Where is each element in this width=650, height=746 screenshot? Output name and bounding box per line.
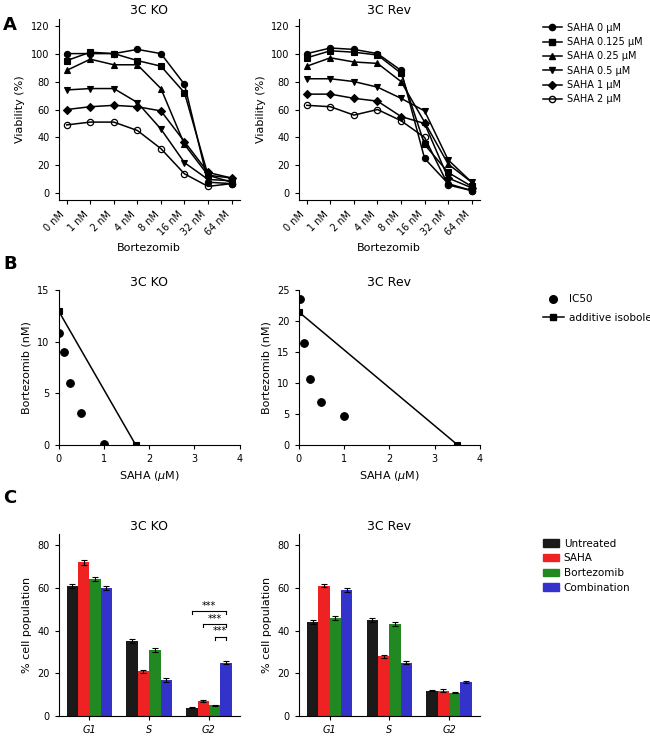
Text: A: A (3, 16, 17, 34)
Title: 3C KO: 3C KO (130, 520, 168, 533)
Bar (449, 692, 460, 716)
Bar (209, 706, 220, 716)
Bar (389, 624, 400, 716)
Bar (341, 590, 352, 716)
Legend: SAHA 0 μM, SAHA 0.125 μM, SAHA 0.25 μM, SAHA 0.5 μM, SAHA 1 μM, SAHA 2 μM: SAHA 0 μM, SAHA 0.125 μM, SAHA 0.25 μM, … (539, 19, 646, 108)
Text: ***: *** (202, 601, 216, 611)
X-axis label: Bortezomib: Bortezomib (117, 243, 181, 254)
Y-axis label: % cell population: % cell population (21, 577, 32, 674)
Bar (198, 701, 209, 716)
X-axis label: SAHA ($\mu$M): SAHA ($\mu$M) (119, 469, 179, 483)
Y-axis label: Viability (%): Viability (%) (255, 75, 265, 143)
Y-axis label: Viability (%): Viability (%) (16, 75, 25, 143)
Bar (127, 642, 138, 716)
Bar (138, 671, 149, 716)
Title: 3C KO: 3C KO (130, 4, 168, 17)
Bar (330, 618, 341, 716)
Title: 3C KO: 3C KO (130, 276, 168, 289)
Bar (460, 682, 472, 716)
Bar (186, 708, 198, 716)
Y-axis label: Bortezomib (nM): Bortezomib (nM) (21, 321, 32, 414)
Text: ***: *** (207, 613, 222, 624)
Y-axis label: Bortezomib (nM): Bortezomib (nM) (261, 321, 272, 414)
Title: 3C Rev: 3C Rev (367, 276, 411, 289)
Bar (378, 656, 389, 716)
Bar (101, 588, 112, 716)
Bar (78, 562, 90, 716)
Bar (367, 620, 378, 716)
Bar (161, 680, 172, 716)
Bar (307, 622, 318, 716)
Legend: IC50, additive isobole: IC50, additive isobole (539, 290, 650, 327)
Text: C: C (3, 489, 16, 507)
Text: B: B (3, 255, 17, 273)
Bar (90, 580, 101, 716)
Bar (220, 662, 231, 716)
Title: 3C Rev: 3C Rev (367, 520, 411, 533)
Legend: Untreated, SAHA, Bortezomib, Combination: Untreated, SAHA, Bortezomib, Combination (539, 534, 634, 597)
Title: 3C Rev: 3C Rev (367, 4, 411, 17)
Text: ***: *** (213, 627, 228, 636)
Bar (400, 662, 412, 716)
X-axis label: Bortezomib: Bortezomib (358, 243, 421, 254)
Bar (426, 691, 437, 716)
Bar (149, 650, 161, 716)
Bar (437, 691, 449, 716)
Y-axis label: % cell population: % cell population (262, 577, 272, 674)
X-axis label: SAHA ($\mu$M): SAHA ($\mu$M) (359, 469, 420, 483)
Bar (67, 586, 78, 716)
Bar (318, 586, 330, 716)
